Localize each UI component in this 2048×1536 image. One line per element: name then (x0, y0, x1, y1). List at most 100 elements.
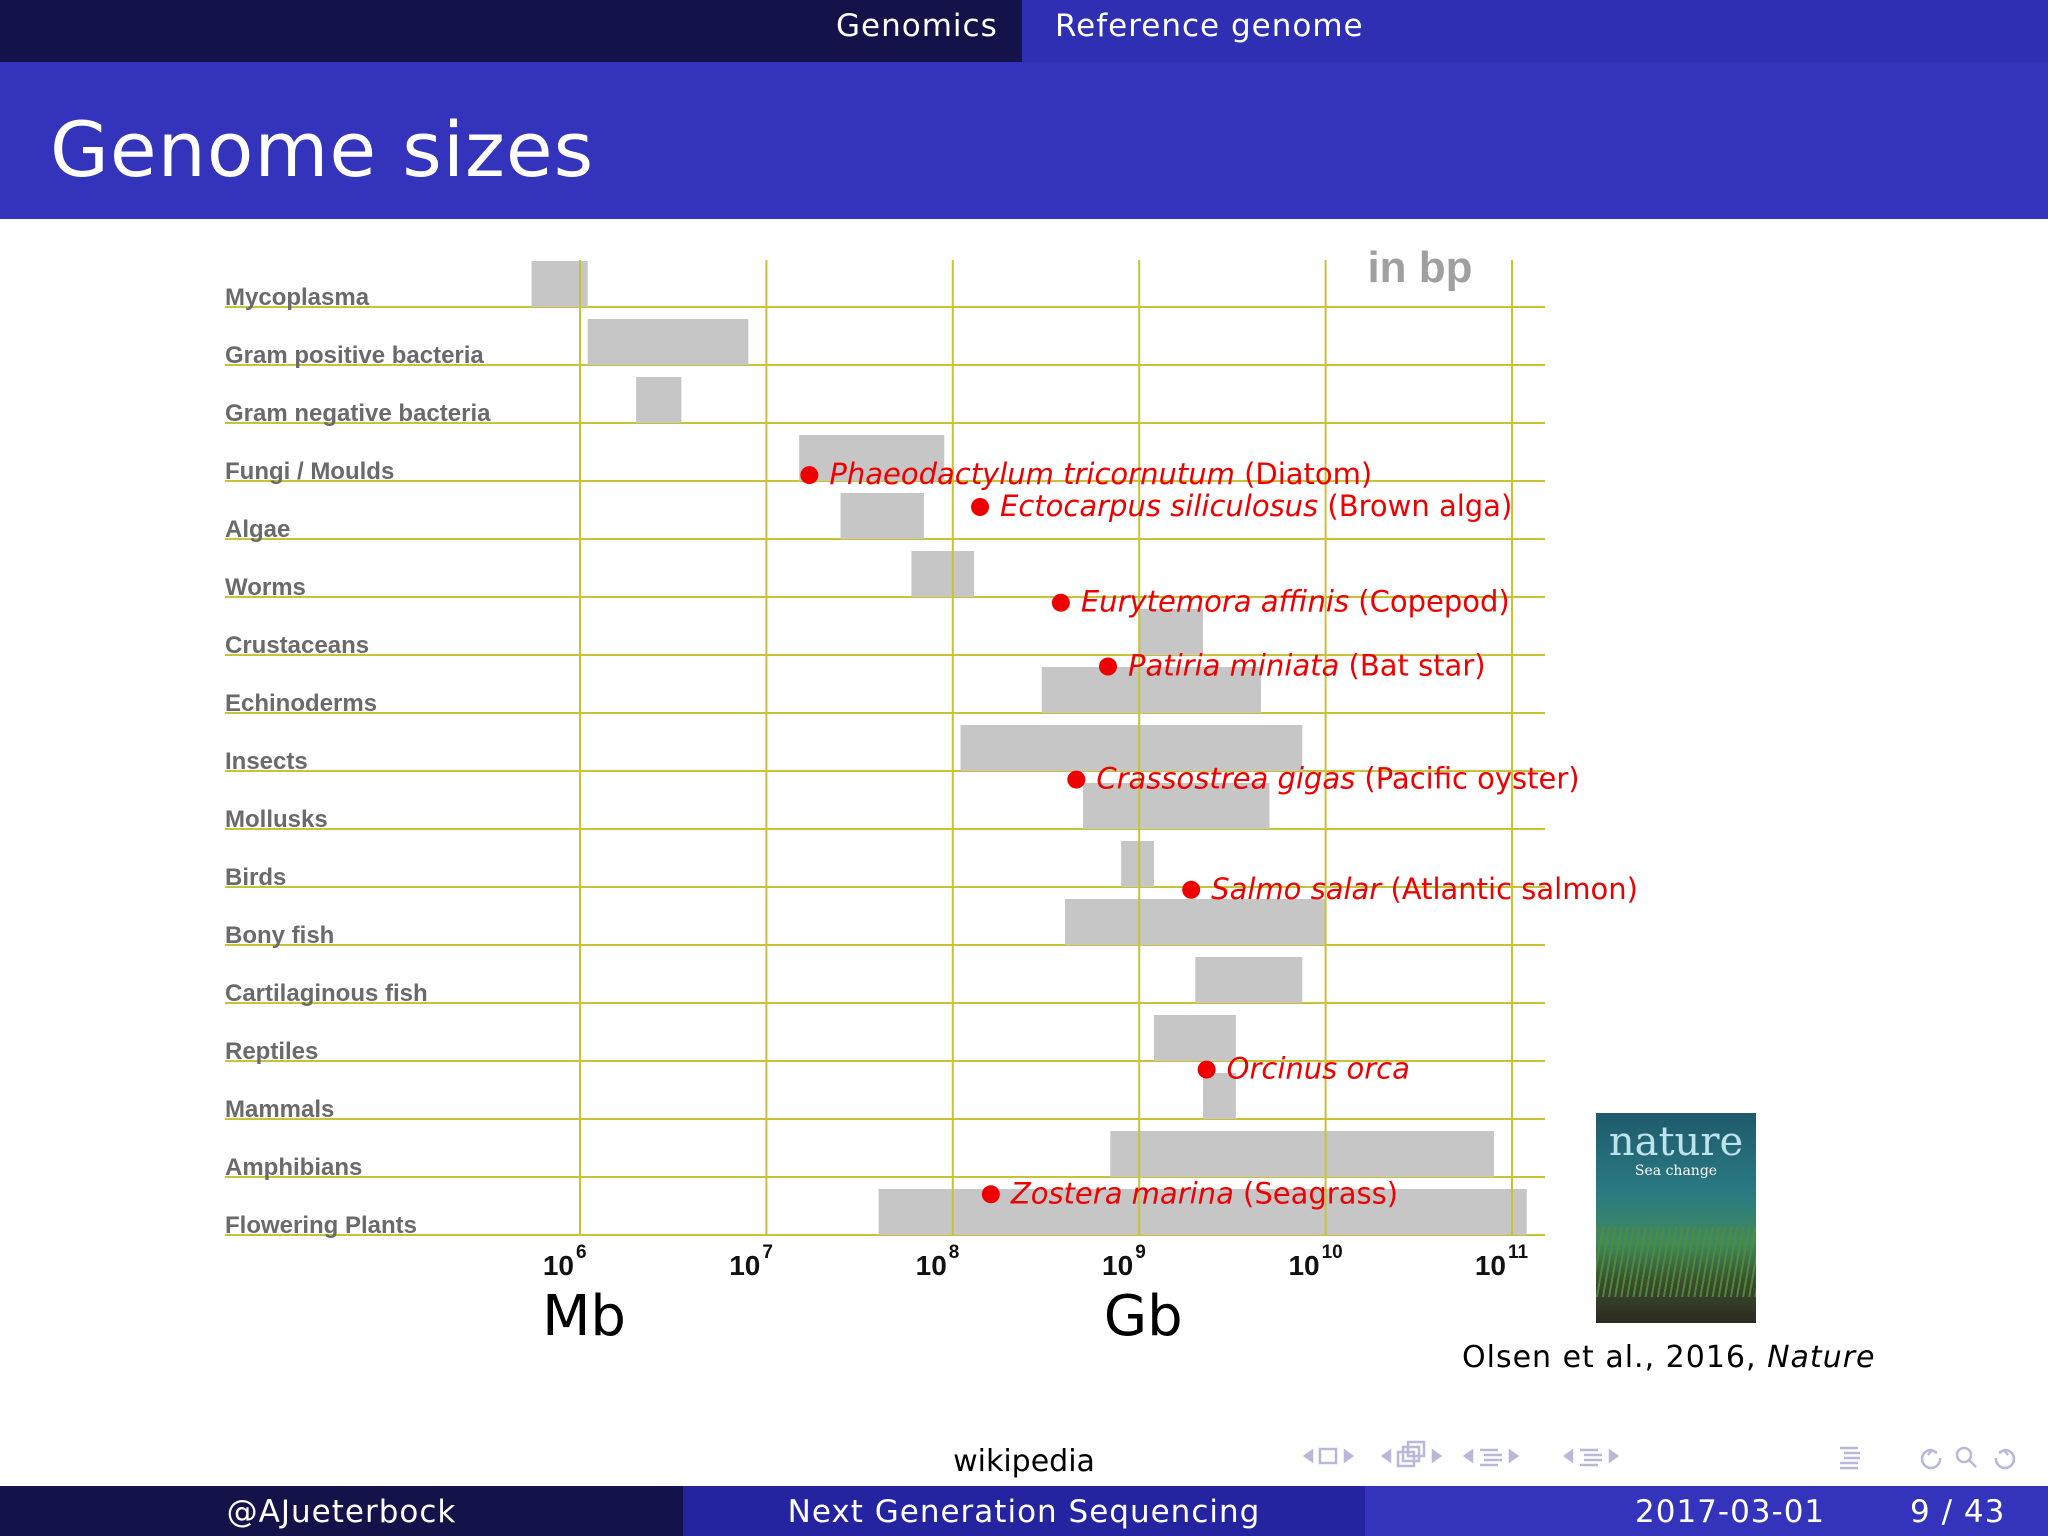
citation-journal: Nature (1767, 1340, 1876, 1375)
subsection-prev-icon[interactable] (1380, 1448, 1392, 1464)
range-bar (799, 435, 945, 481)
species-label: Orcinus orca (1227, 1052, 1410, 1086)
search-icon[interactable] (1955, 1446, 1977, 1468)
tick-exponent: 6 (576, 1242, 587, 1263)
back-icon[interactable] (1920, 1448, 1942, 1470)
range-bar (1110, 1131, 1494, 1177)
category-label: Cartilaginous fish (225, 980, 428, 1007)
species-name: Salmo salar (1211, 872, 1383, 906)
species-label: Salmo salar (Atlantic salmon) (1211, 872, 1638, 906)
tick-label: 10 (1475, 1250, 1506, 1281)
species-name: Patiria miniata (1128, 649, 1339, 683)
species-common-name: (Pacific oyster) (1355, 762, 1579, 796)
category-label: Algae (225, 516, 290, 543)
navigation-symbols (1302, 1440, 2016, 1470)
citation-text: Olsen et al., 2016, (1462, 1340, 1757, 1375)
species-name: Eurytemora affinis (1081, 585, 1349, 619)
species-common-name: (Diatom) (1235, 457, 1372, 491)
range-bar (636, 377, 682, 423)
footer-author-panel: @AJueterbock (0, 1486, 683, 1536)
subsection-list-icon[interactable] (1580, 1448, 1602, 1467)
frame-next-icon[interactable] (1343, 1448, 1355, 1464)
species-common-name: (Atlantic salmon) (1381, 872, 1638, 906)
range-bar (1121, 841, 1154, 887)
species-name: Zostera marina (1010, 1176, 1234, 1210)
species-dot (1197, 1060, 1216, 1079)
nav-subsection[interactable]: Reference genome (1055, 8, 1364, 44)
category-label: Worms (225, 574, 306, 601)
species-dot (800, 466, 819, 485)
range-bar (531, 261, 588, 307)
frame-icon[interactable] (1318, 1447, 1338, 1465)
range-bar (911, 551, 975, 597)
species-dot (1051, 593, 1070, 612)
footer-page: 9 / 43 (1910, 1494, 2006, 1530)
species-label: Crassostrea gigas (Pacific oyster) (1096, 762, 1579, 796)
species-label: Ectocarpus siliculosus (Brown alga) (1000, 489, 1512, 523)
category-label: Fungi / Moulds (225, 458, 394, 485)
footer: @AJueterbock Next Generation Sequencing … (0, 1486, 2048, 1536)
species-label: Phaeodactylum tricornutum (Diatom) (829, 457, 1372, 491)
category-label: Mammals (225, 1096, 334, 1123)
tick-label: 10 (916, 1250, 947, 1281)
tick-label: 10 (543, 1250, 574, 1281)
title-bar (0, 62, 2048, 219)
section-icon[interactable] (1480, 1448, 1502, 1467)
header-bar-current (1022, 0, 2048, 62)
forward-icon[interactable] (1994, 1448, 2016, 1470)
cover-headline: Sea change (1634, 1163, 1718, 1179)
category-label: Insects (225, 748, 308, 775)
section-prev-icon-2[interactable] (1562, 1448, 1574, 1464)
tick-label: 10 (1288, 1250, 1319, 1281)
source-label: wikipedia (953, 1444, 1095, 1479)
species-common-name: (Bat star) (1339, 649, 1485, 683)
frame-prev-icon[interactable] (1302, 1448, 1314, 1464)
tick-exponent: 8 (949, 1242, 960, 1263)
species-dot (1098, 657, 1117, 676)
unit-label: in bp (1367, 243, 1472, 292)
category-label: Birds (225, 864, 286, 891)
section-prev-icon[interactable] (1462, 1448, 1474, 1464)
category-label: Gram negative bacteria (225, 400, 491, 427)
unit-mark: Gb (1104, 1284, 1183, 1349)
range-bar (840, 493, 924, 539)
tick-exponent: 7 (762, 1242, 773, 1263)
species-dot (1067, 770, 1086, 789)
cover-seagrass-image (1596, 1227, 1756, 1297)
category-label: Mycoplasma (225, 284, 370, 311)
tick-label: 10 (1102, 1250, 1133, 1281)
category-label: Crustaceans (225, 632, 369, 659)
subsection-icon[interactable] (1396, 1440, 1426, 1468)
citation: Olsen et al., 2016, Nature (1462, 1340, 1876, 1375)
species-label: Patiria miniata (Bat star) (1128, 649, 1486, 683)
category-label: Bony fish (225, 922, 334, 949)
nature-cover: nature Sea change (1596, 1113, 1756, 1323)
range-bar (587, 319, 749, 365)
tick-exponent: 11 (1508, 1242, 1529, 1263)
species-common-name: (Copepod) (1349, 585, 1510, 619)
range-bar (1041, 667, 1261, 713)
category-label: Gram positive bacteria (225, 342, 484, 369)
species-common-name: (Seagrass) (1234, 1176, 1398, 1210)
frame-title: Genome sizes (50, 105, 595, 194)
range-bar (1083, 783, 1270, 829)
range-bar (1195, 957, 1303, 1003)
document-icon[interactable] (1840, 1446, 1860, 1470)
species-name: Ectocarpus siliculosus (1000, 489, 1318, 523)
species-dot (971, 498, 990, 516)
species-dot (1182, 880, 1201, 899)
species-dot (981, 1185, 1000, 1204)
category-label: Flowering Plants (225, 1212, 417, 1239)
section-next-icon[interactable] (1508, 1448, 1520, 1464)
footer-date-panel: 2017-03-01 9 / 43 (1365, 1486, 2048, 1536)
footer-author: @AJueterbock (226, 1494, 457, 1530)
species-name: Crassostrea gigas (1096, 762, 1355, 796)
genome-size-chart: Mycoplasma Gram positive bacteria Gram neg… (225, 243, 1638, 1349)
species-name: Orcinus orca (1227, 1052, 1410, 1086)
range-bar (1065, 899, 1326, 945)
cover-masthead: nature (1608, 1119, 1744, 1165)
subsection-next-icon[interactable] (1431, 1448, 1443, 1464)
section-next-icon-2[interactable] (1608, 1448, 1620, 1464)
nav-section[interactable]: Genomics (836, 8, 998, 44)
range-bar (1153, 1015, 1236, 1061)
